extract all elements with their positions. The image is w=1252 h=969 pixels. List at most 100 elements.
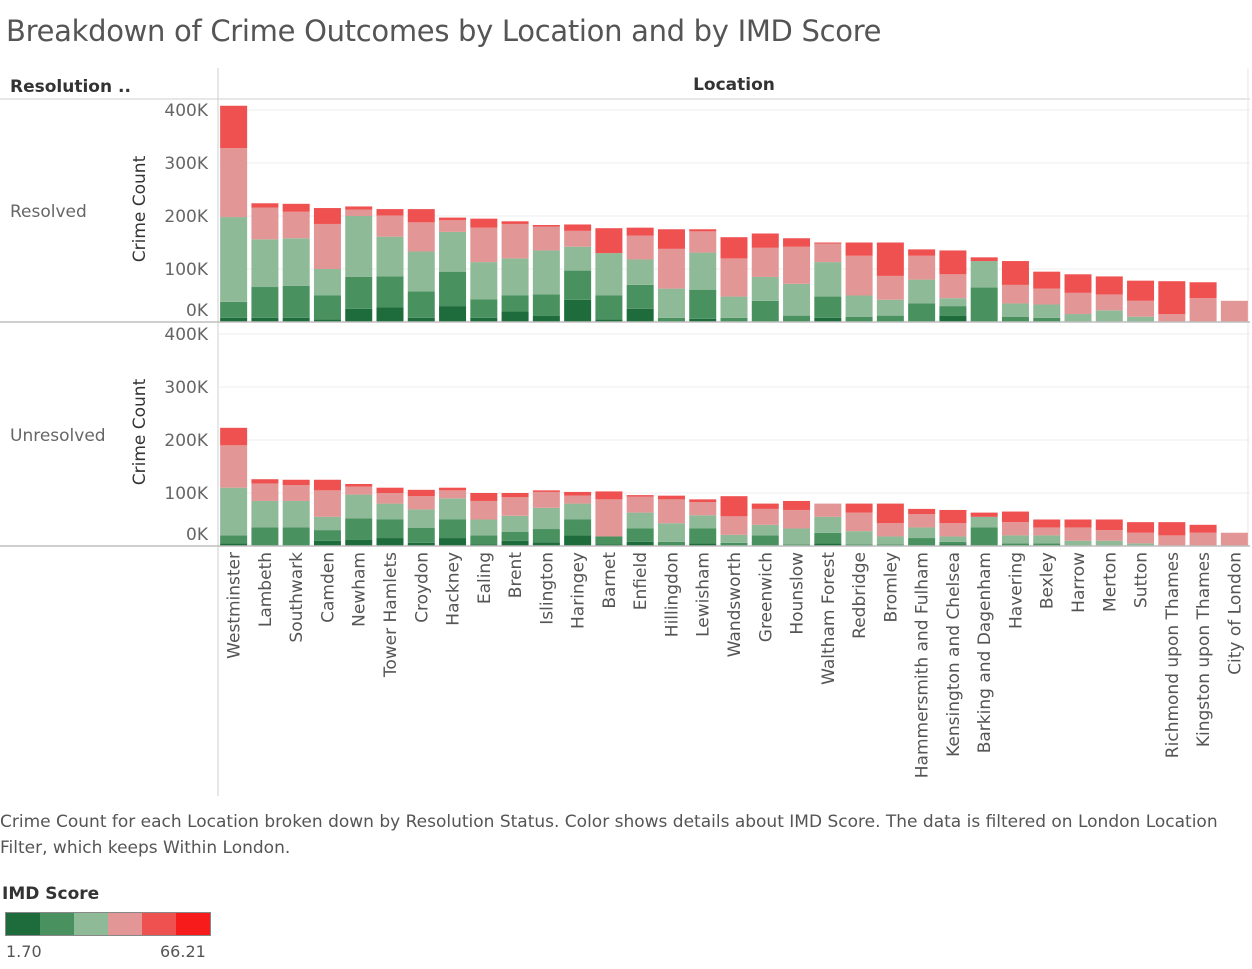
bar-segment <box>657 495 685 500</box>
bar-segment <box>720 516 748 535</box>
bar-segment <box>501 531 529 541</box>
bar-hillingdon <box>657 495 685 546</box>
bar-segment <box>1127 280 1155 301</box>
bar-segment <box>814 543 842 546</box>
bar-segment <box>1095 276 1123 295</box>
bar-segment <box>532 491 560 508</box>
bar-segment <box>564 495 592 504</box>
bar-segment <box>595 499 623 537</box>
bar-segment <box>783 283 811 316</box>
y-tick-label: 300K <box>164 378 208 398</box>
bar-segment <box>376 209 404 216</box>
bar-segment <box>501 497 529 516</box>
bar-segment <box>720 296 748 318</box>
x-tick-label: Haringey <box>569 552 589 629</box>
bar-segment <box>720 496 748 517</box>
chart-area: Resolution .. Location 400K 300K 200K 100K 0K R… <box>0 68 1250 796</box>
bar-segment <box>1220 532 1248 546</box>
y-tick-label: 400K <box>164 101 208 121</box>
bar-segment <box>220 317 248 322</box>
legend-swatch-3 <box>108 913 142 935</box>
bar-segment <box>282 238 310 286</box>
x-tick-label: Barking and Dagenham <box>975 552 995 753</box>
y-tick-label: 100K <box>164 484 208 504</box>
bar-segment <box>845 316 873 322</box>
bar-enfield <box>626 227 654 322</box>
bar-segment <box>970 287 998 322</box>
bar-segment <box>657 229 685 249</box>
bar-segment <box>626 284 654 309</box>
bar-tower-hamlets <box>376 487 404 546</box>
bar-segment <box>970 527 998 546</box>
bar-segment <box>689 229 717 232</box>
y-axis-title: Crime Count <box>130 155 150 262</box>
bar-waltham-forest <box>814 503 842 546</box>
bar-segment <box>657 288 685 318</box>
bar-brent <box>501 493 529 546</box>
bar-segment <box>345 486 373 495</box>
bar-newham <box>345 206 373 322</box>
x-tick-label: Sutton <box>1132 552 1152 608</box>
bar-richmond-upon-thames <box>1158 522 1186 546</box>
bar-segment <box>845 531 873 545</box>
bar-segment <box>407 317 435 322</box>
bar-segment <box>689 502 717 516</box>
bar-hackney <box>439 487 467 546</box>
bar-segment <box>783 315 811 322</box>
bar-segment <box>1127 543 1155 546</box>
bar-segment <box>470 493 498 501</box>
color-legend[interactable] <box>5 912 211 936</box>
bar-segment <box>1033 317 1061 322</box>
x-tick-label: Ealing <box>475 552 495 604</box>
bar-segment <box>939 544 967 546</box>
bar-segment <box>532 250 560 295</box>
x-tick-label: Brent <box>506 552 526 599</box>
x-tick-label: Kingston upon Thames <box>1194 552 1214 747</box>
bar-greenwich <box>751 233 779 322</box>
bar-segment <box>720 542 748 546</box>
bar-redbridge <box>845 503 873 546</box>
bar-segment <box>876 299 904 316</box>
bar-segment <box>345 308 373 322</box>
bar-segment <box>282 317 310 322</box>
bar-segment <box>626 259 654 285</box>
bar-segment <box>439 538 467 546</box>
bar-segment <box>564 224 592 231</box>
bar-segment <box>251 500 279 528</box>
bar-segment <box>626 541 654 546</box>
bar-segment <box>845 242 873 256</box>
bar-segment <box>908 508 936 515</box>
bar-segment <box>1127 300 1155 317</box>
bar-segment <box>407 509 435 528</box>
bar-segment <box>251 483 279 501</box>
bar-segment <box>313 490 341 517</box>
bar-segment <box>313 269 341 296</box>
bar-segment <box>1001 316 1029 322</box>
x-tick-label: Newham <box>350 552 370 627</box>
bar-segment <box>1127 532 1155 544</box>
bar-segment <box>720 237 748 259</box>
bar-kensington-and-chelsea <box>939 250 967 322</box>
bar-segment <box>282 211 310 239</box>
bar-segment <box>595 491 623 500</box>
bar-segment <box>1095 530 1123 541</box>
bar-croydon <box>407 489 435 546</box>
bar-segment <box>1095 310 1123 322</box>
bar-merton <box>1095 519 1123 546</box>
bar-segment <box>783 500 811 510</box>
bar-segment <box>1158 314 1186 322</box>
bar-segment <box>439 217 467 221</box>
bar-hounslow <box>783 500 811 546</box>
bar-waltham-forest <box>814 242 842 322</box>
bar-enfield <box>626 495 654 546</box>
bar-segment <box>1001 511 1029 523</box>
bar-segment <box>751 508 779 525</box>
bar-segment <box>845 544 873 546</box>
bar-islington <box>532 225 560 322</box>
bar-segment <box>1189 282 1217 299</box>
bar-segment <box>814 262 842 297</box>
bar-segment <box>1001 303 1029 317</box>
legend-max-label: 66.21 <box>160 942 206 961</box>
bar-segment <box>532 542 560 546</box>
bar-segment <box>814 243 842 263</box>
